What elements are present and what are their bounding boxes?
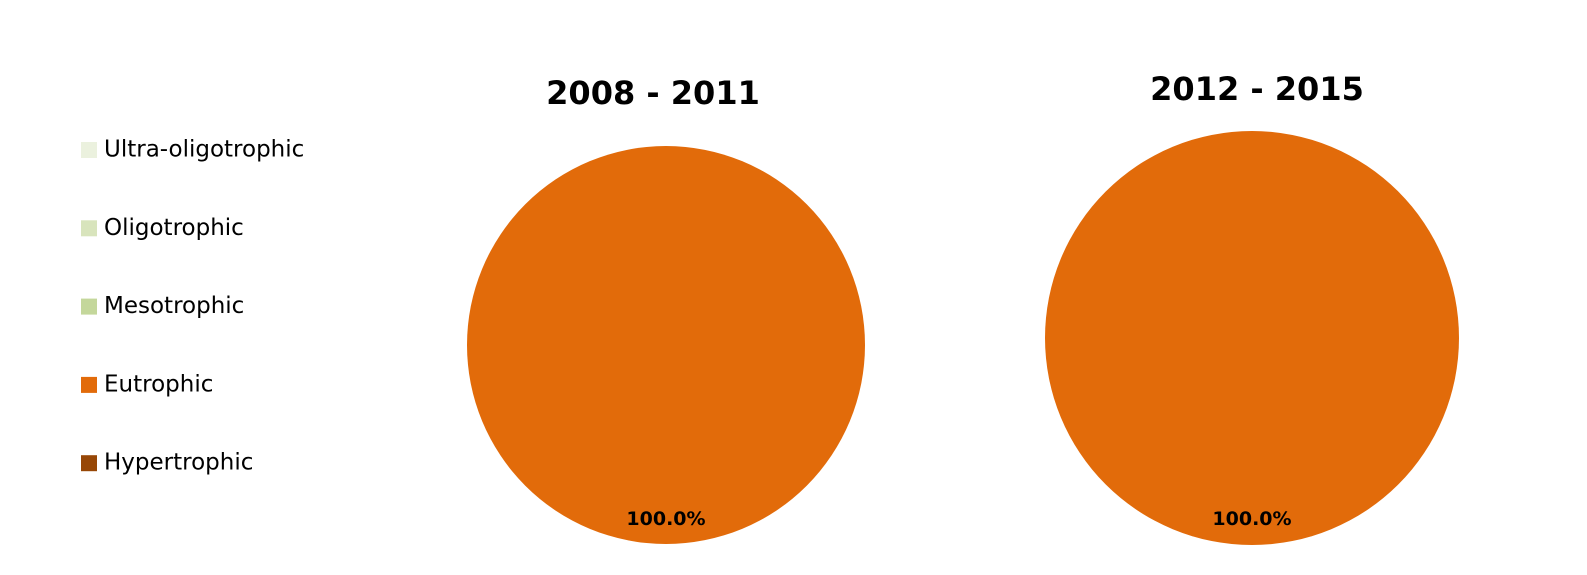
data-label: 100.0% <box>626 508 705 530</box>
legend-label: Oligotrophic <box>104 215 244 241</box>
legend-swatch <box>81 142 97 158</box>
pie-slice <box>467 146 865 544</box>
legend-swatch <box>81 376 97 393</box>
pie-slice <box>1045 131 1459 545</box>
legend-swatch <box>81 455 97 472</box>
legend-label: Mesotrophic <box>104 293 244 319</box>
chart-title: 2012 - 2015 <box>1150 70 1364 108</box>
legend-label: Eutrophic <box>104 371 213 397</box>
legend-swatch <box>81 298 97 315</box>
chart-title: 2008 - 2011 <box>546 74 760 112</box>
legend-label: Ultra-oligotrophic <box>104 137 304 163</box>
legend-swatch <box>81 220 97 237</box>
legend-label: Hypertrophic <box>104 450 253 476</box>
data-label: 100.0% <box>1212 508 1291 530</box>
